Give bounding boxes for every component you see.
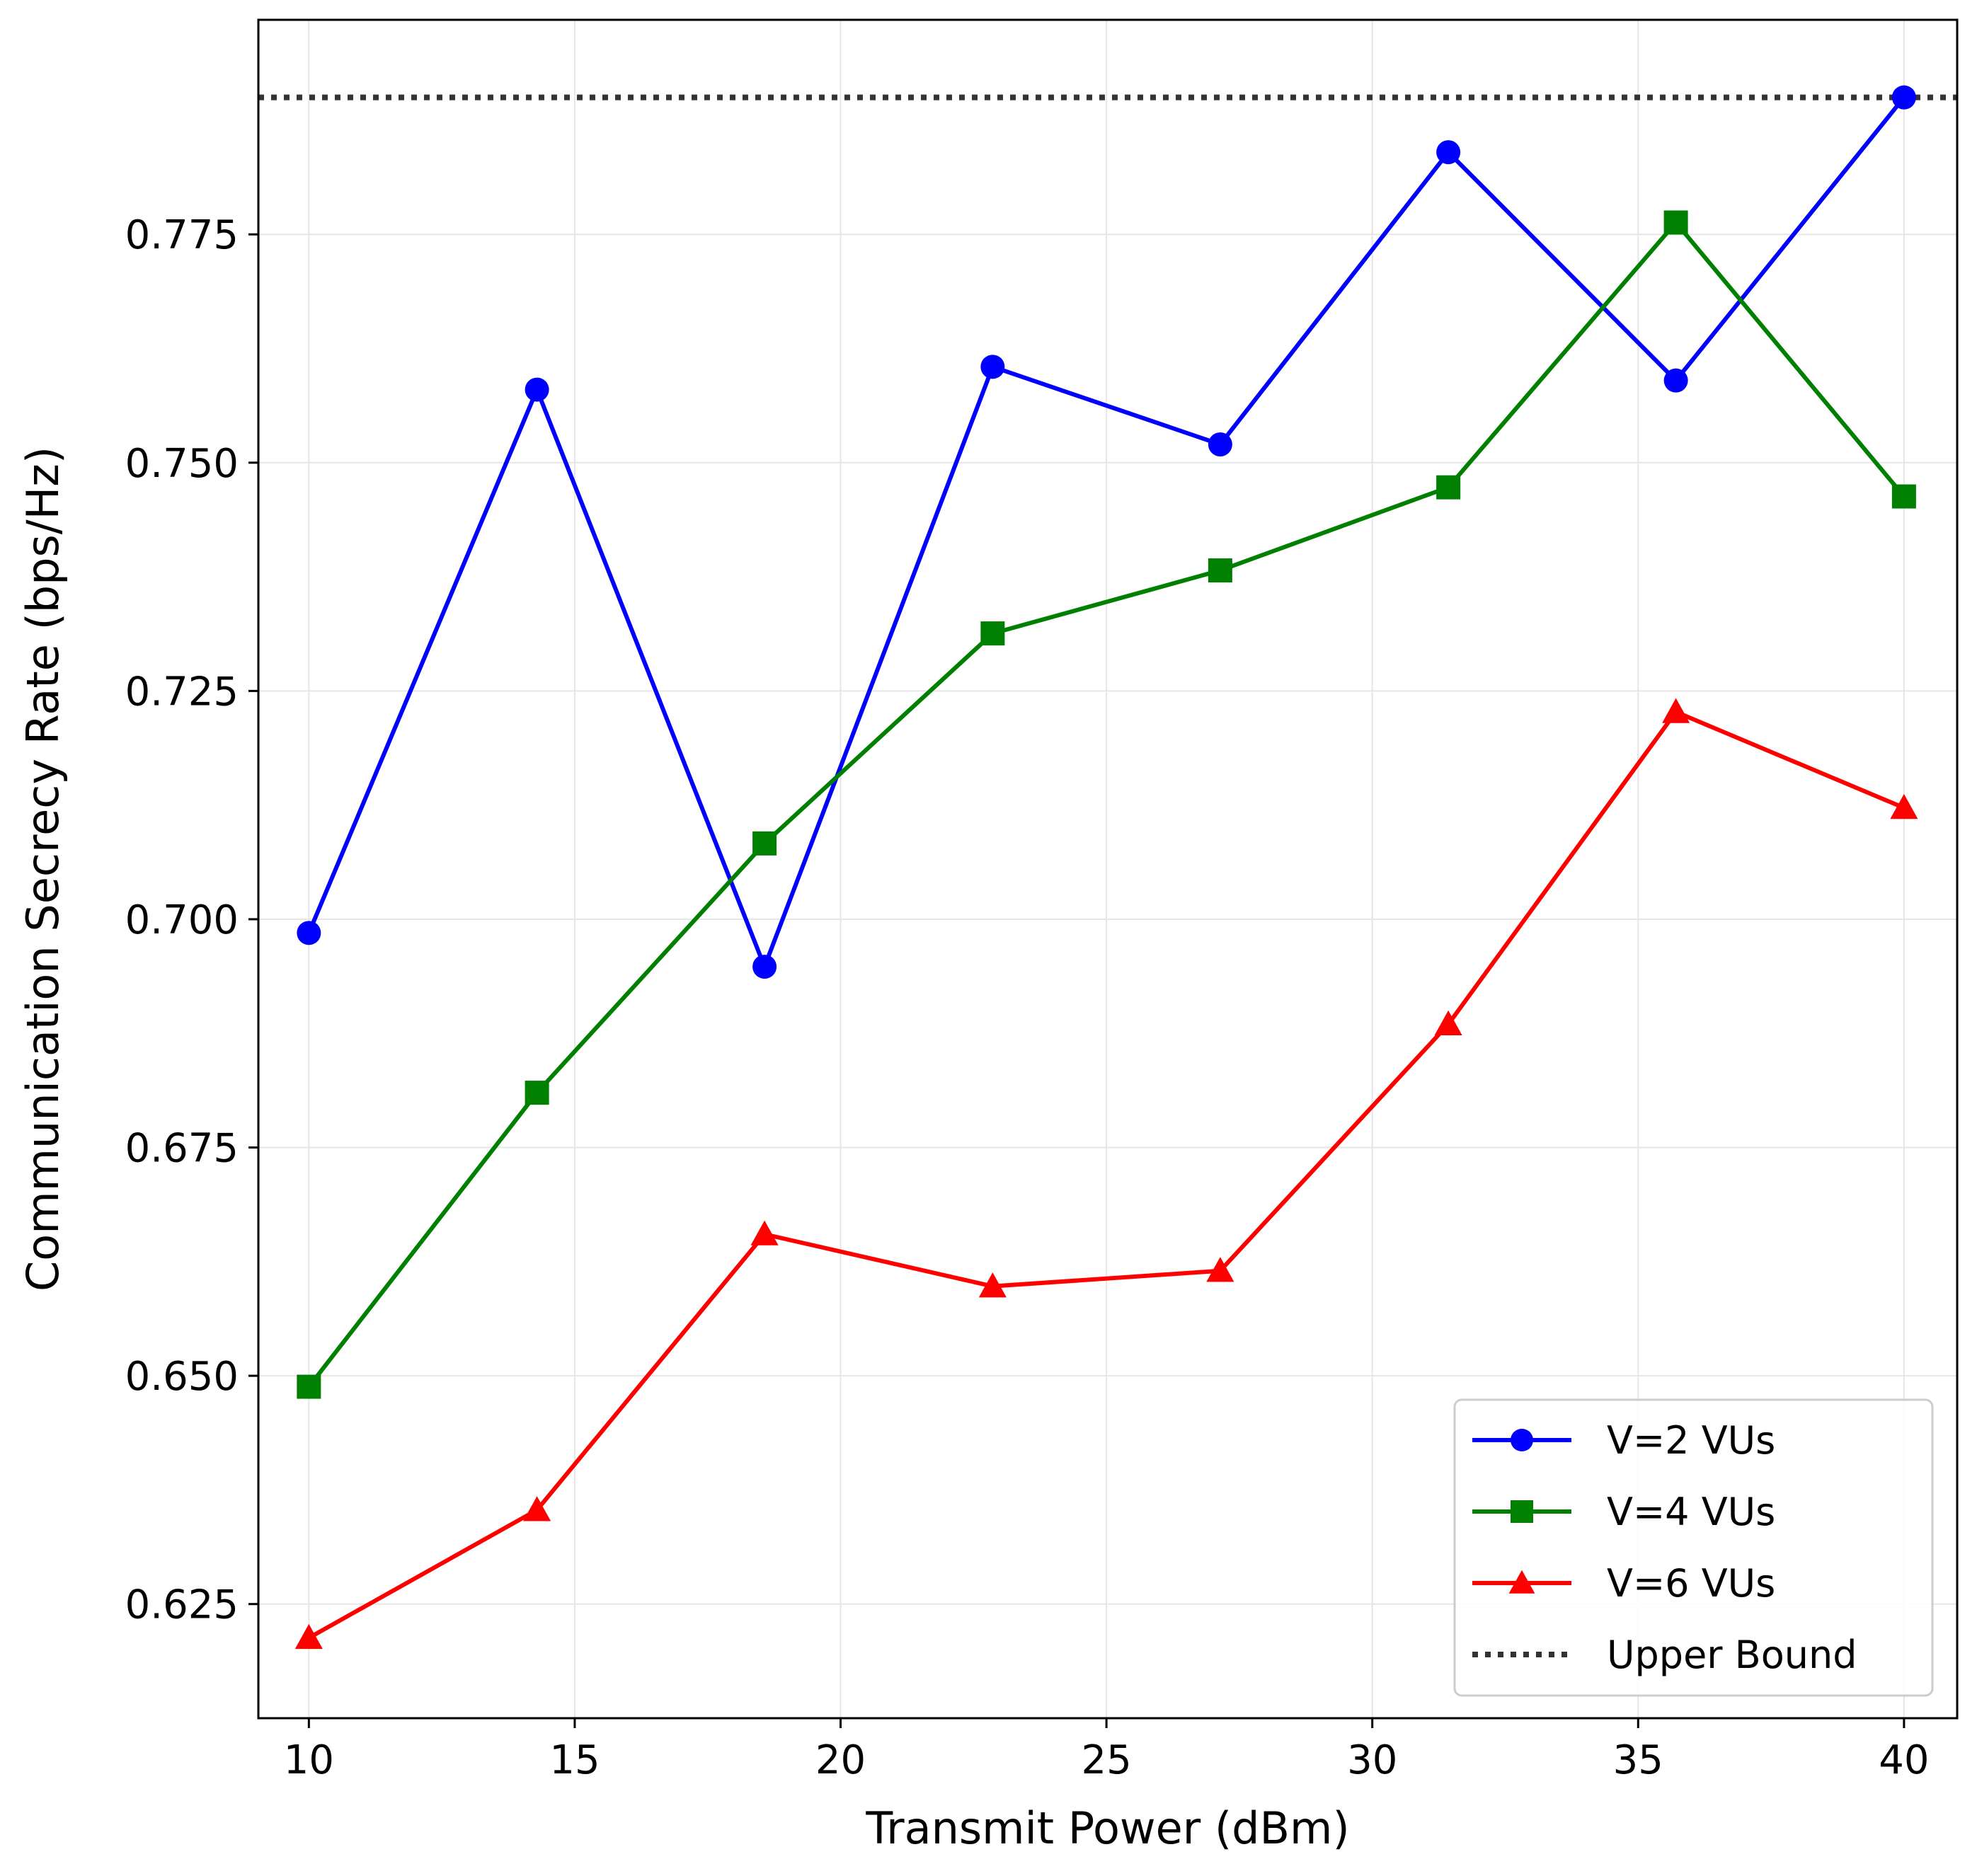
legend-label: V=6 VUs [1607,1561,1775,1606]
series-1-point [1663,368,1688,393]
series-2-point [752,831,777,856]
legend-label: Upper Bound [1607,1633,1857,1677]
legend-marker [1508,1570,1535,1594]
series-2-point [297,1374,321,1399]
legend-label: V=4 VUs [1607,1490,1775,1534]
grid [258,20,1957,1718]
x-tick-label: 35 [1613,1737,1663,1783]
series-3-point [978,1272,1007,1298]
series-line-3 [307,710,1906,1640]
series-2-point [525,1081,549,1105]
series-1-point [1891,85,1916,110]
series-3-point [523,1496,551,1521]
y-tick-label: 0.700 [125,897,239,943]
series-2-point [980,621,1005,646]
legend-entry: V=4 VUs [1472,1490,1775,1534]
series-1-point [1208,432,1232,456]
legend: V=2 VUs V=4 VUs V=6 VUs Upper Bound [1453,1398,1934,1697]
x-tick-label: 15 [549,1737,600,1783]
series-markers [294,85,1918,1650]
series-1-point [980,355,1005,379]
x-tick-label: 40 [1879,1737,1929,1783]
series-lines [306,96,1906,1640]
legend-entry: V=6 VUs [1472,1561,1775,1606]
y-tick-label: 0.725 [125,669,239,715]
y-tick-label: 0.675 [125,1126,239,1172]
y-tick-label: 0.775 [125,212,239,258]
series-1-point [1436,140,1461,165]
series-3-point [750,1220,779,1245]
series-line-1 [306,96,1906,969]
series-3-point [294,1623,323,1650]
legend-entry: Upper Bound [1472,1633,1857,1677]
plot-frame [257,18,1959,1720]
x-tick-label: 20 [815,1737,866,1783]
series-2-point [1891,484,1916,509]
series-1-point [752,955,777,979]
legend-marker [1511,1500,1533,1523]
y-tick-label: 0.650 [125,1354,239,1400]
y-axis-ticks: 0.625 0.650 0.675 0.700 0.725 0.750 0.775 [125,212,258,1628]
x-axis-title: Transmit Power (dBm) [865,1802,1349,1854]
series-3-point [1890,793,1918,819]
series-3-point [1662,698,1690,723]
legend-marker [1511,1429,1533,1451]
series-1-point [525,377,549,402]
legend-entry: V=2 VUs [1472,1418,1775,1463]
y-tick-label: 0.625 [125,1582,239,1628]
series-2-point [1208,558,1232,583]
x-tick-label: 10 [284,1737,334,1783]
x-tick-label: 25 [1081,1737,1131,1783]
series-3-point [1206,1257,1234,1282]
series-3-point [1434,1010,1462,1035]
x-tick-label: 30 [1347,1737,1397,1783]
x-axis-ticks: 10 15 20 25 30 35 40 [284,1718,1930,1783]
y-axis-title: Communication Secrecy Rate (bps/Hz) [17,447,69,1291]
series-2-point [1663,210,1688,235]
legend-label: V=2 VUs [1607,1418,1775,1463]
legend-box [1453,1398,1934,1697]
series-1-point [297,921,321,945]
series-2-point [1436,475,1461,500]
series-line-2 [306,220,1906,1388]
y-tick-label: 0.750 [125,441,239,487]
